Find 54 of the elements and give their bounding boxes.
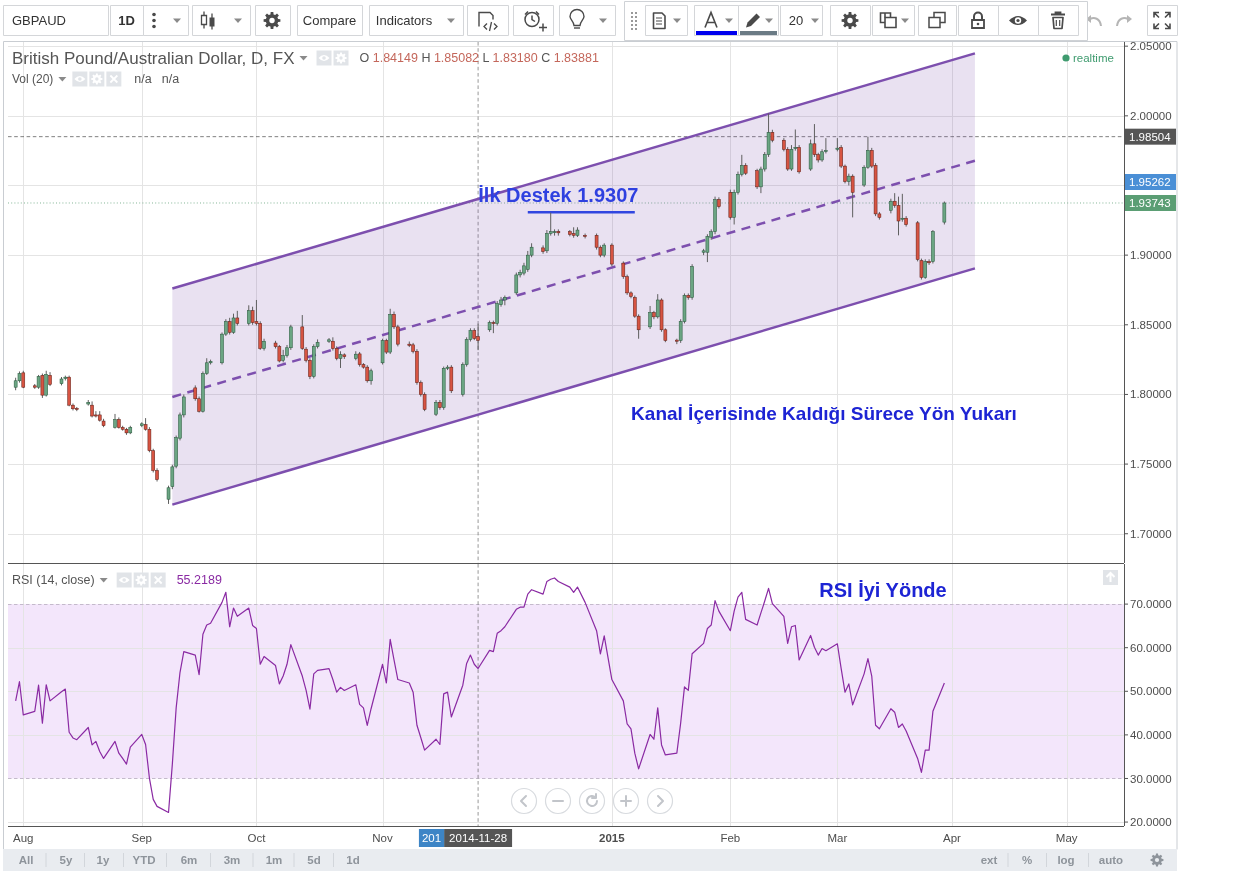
text: 1D bbox=[118, 13, 135, 29]
y-tick-label: 2.00000 bbox=[1130, 109, 1172, 122]
x-tick-label: 2015 bbox=[599, 832, 626, 845]
y-tick-label: 1.70000 bbox=[1130, 527, 1172, 540]
y-tick-label: 40.0000 bbox=[1130, 728, 1172, 741]
y-tick-label: 60.0000 bbox=[1130, 641, 1172, 654]
text: 1d bbox=[346, 854, 360, 867]
y-tick-label: 1.80000 bbox=[1130, 388, 1172, 401]
x-tick-label: Apr bbox=[943, 832, 962, 845]
annotation: Kanal İçerisinde Kaldığı Sürece Yön Yukarı bbox=[631, 403, 1017, 424]
text: Compare bbox=[302, 13, 357, 29]
annotation: realtime bbox=[1073, 52, 1114, 65]
text: 20 bbox=[788, 13, 804, 29]
text: log bbox=[1057, 854, 1075, 867]
text: ext bbox=[980, 854, 998, 867]
text: 1m bbox=[265, 854, 283, 867]
text: All bbox=[18, 854, 34, 867]
text: YTD bbox=[132, 854, 156, 867]
y-tick-label: 30.0000 bbox=[1130, 772, 1172, 785]
text: 6m bbox=[180, 854, 198, 867]
text: 5y bbox=[59, 854, 73, 867]
ref-line-label: 2014-11-28 bbox=[449, 832, 508, 845]
text: Indicators bbox=[375, 13, 433, 29]
y-tick-label: 2.05000 bbox=[1130, 40, 1172, 53]
chart-title: British Pound/Australian Dollar, D, FX bbox=[12, 48, 295, 68]
y-tick-label: 50.0000 bbox=[1130, 685, 1172, 698]
y-tick-label: 20.0000 bbox=[1130, 816, 1172, 829]
x-tick-label: Mar bbox=[827, 832, 848, 845]
x-tick-label: Nov bbox=[372, 832, 394, 845]
y-tick-label: 1.85000 bbox=[1130, 318, 1172, 331]
x-tick-label: Oct bbox=[247, 832, 267, 845]
x-tick-label: Feb bbox=[720, 832, 741, 845]
text: 3m bbox=[223, 854, 241, 867]
ref-line-label: 1.93743 bbox=[1129, 197, 1171, 210]
text: GBPAUD bbox=[12, 13, 66, 29]
annotation: Vol (20) bbox=[12, 72, 54, 87]
text: O 1.84149 H 1.85082 L 1.83180 C 1.83881 bbox=[359, 51, 599, 66]
ref-line-label: 1.98504 bbox=[1129, 130, 1172, 143]
x-tick-label: Sep bbox=[131, 832, 152, 845]
y-tick-label: 70.0000 bbox=[1130, 598, 1172, 611]
text: auto bbox=[1098, 854, 1124, 867]
text: 5d bbox=[307, 854, 321, 867]
y-tick-label: 1.75000 bbox=[1130, 458, 1172, 471]
annotation: RSI İyi Yönde bbox=[819, 579, 947, 601]
annotation: n/a bbox=[161, 72, 180, 87]
x-tick-label: May bbox=[1055, 832, 1078, 845]
x-tick-label: Aug bbox=[13, 832, 34, 845]
y-tick-label: 1.90000 bbox=[1130, 249, 1172, 262]
text: RSI (14, close) bbox=[12, 573, 95, 588]
text: 1.95262 bbox=[1129, 176, 1171, 189]
text: % bbox=[1021, 854, 1033, 867]
text: 1y bbox=[96, 854, 110, 867]
annotation: n/a bbox=[134, 72, 152, 87]
text: 55.2189 bbox=[176, 573, 222, 588]
